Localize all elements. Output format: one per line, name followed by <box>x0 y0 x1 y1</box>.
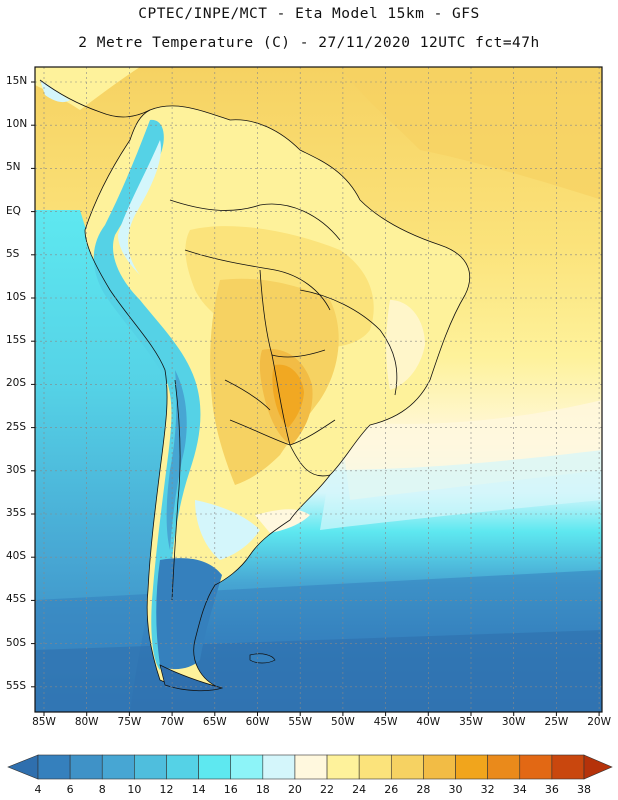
colorbar-label: 12 <box>159 783 174 796</box>
colorbar-swatch <box>358 754 392 780</box>
colorbar-swatch <box>69 754 103 780</box>
colorbar-arrow-low <box>7 754 39 780</box>
lon-label: 55W <box>288 716 313 728</box>
colorbar-swatch <box>487 754 521 780</box>
colorbar-label: 20 <box>287 783 302 796</box>
lon-label: 40W <box>416 716 441 728</box>
colorbar-swatch <box>262 754 296 780</box>
lat-label: 25S <box>6 420 27 433</box>
lat-label: 5S <box>6 247 20 260</box>
lat-label: 40S <box>6 550 27 563</box>
lon-label: 60W <box>245 716 270 728</box>
lon-label: 35W <box>459 716 483 728</box>
map-frame <box>34 66 603 713</box>
lat-label: 20S <box>6 377 27 390</box>
colorbar-label: 4 <box>34 783 42 796</box>
map-field <box>35 67 602 712</box>
colorbar-arrow-high <box>583 754 613 780</box>
lon-label: 30W <box>501 716 526 728</box>
colorbar-label: 16 <box>223 783 238 796</box>
lon-label: 85W <box>32 716 56 728</box>
andes-ridge <box>93 119 201 671</box>
colorbar-swatch <box>198 754 232 780</box>
colorbar-label: 10 <box>127 783 142 796</box>
axis-ticks <box>31 81 600 716</box>
lon-label: 70W <box>160 716 184 728</box>
colorbar-swatch <box>326 754 360 780</box>
lon-label: 25W <box>544 716 569 728</box>
colorbar-label: 30 <box>448 783 463 796</box>
lat-label: 15S <box>6 334 27 347</box>
colorbar-swatch <box>519 754 553 780</box>
colorbar-label: 26 <box>384 783 399 796</box>
lat-label: 55S <box>6 679 27 692</box>
colorbar-label: 22 <box>320 783 335 796</box>
colorbar-label: 8 <box>98 783 106 796</box>
colorbar-swatch <box>455 754 488 780</box>
lon-label: 20W <box>587 716 611 728</box>
colorbar-label: 24 <box>352 783 367 796</box>
colorbar <box>7 754 613 780</box>
title-line-2: 2 Metre Temperature (C) - 27/11/2020 12U… <box>78 35 540 51</box>
colorbar-swatch <box>230 754 264 780</box>
lat-label: 50S <box>6 636 27 649</box>
lon-label: 75W <box>117 716 142 728</box>
lat-label: 5N <box>6 161 21 174</box>
title-line-1: CPTEC/INPE/MCT - Eta Model 15km - GFS <box>138 6 480 22</box>
lon-label: 80W <box>74 716 99 728</box>
lon-label: 45W <box>373 716 398 728</box>
lat-label: 45S <box>6 593 27 606</box>
colorbar-label: 38 <box>577 783 591 796</box>
lon-label: 65W <box>202 716 227 728</box>
colorbar-label: 28 <box>416 783 431 796</box>
colorbar-swatch <box>134 754 167 780</box>
colorbar-label: 34 <box>512 783 527 796</box>
colorbar-label: 14 <box>191 783 206 796</box>
colorbar-swatch <box>294 754 328 780</box>
lat-label: 10N <box>6 118 28 131</box>
colorbar-label: 32 <box>480 783 495 796</box>
colorbar-swatch <box>37 754 71 780</box>
coastlines <box>39 79 471 691</box>
colorbar-swatch <box>551 754 585 780</box>
lat-label: 10S <box>6 291 27 303</box>
lon-label: 50W <box>331 716 355 728</box>
lat-label: 35S <box>6 507 27 519</box>
colorbar-label: 6 <box>66 783 74 796</box>
colorbar-swatch <box>423 754 456 780</box>
colorbar-swatch <box>166 754 199 780</box>
lat-label: EQ <box>6 204 21 217</box>
colorbar-label: 36 <box>544 783 559 796</box>
colorbar-swatch <box>101 754 135 780</box>
colorbar-swatch <box>390 754 424 780</box>
lat-label: 30S <box>6 463 27 476</box>
lat-label: 15N <box>6 75 28 87</box>
colorbar-label: 18 <box>255 783 270 796</box>
